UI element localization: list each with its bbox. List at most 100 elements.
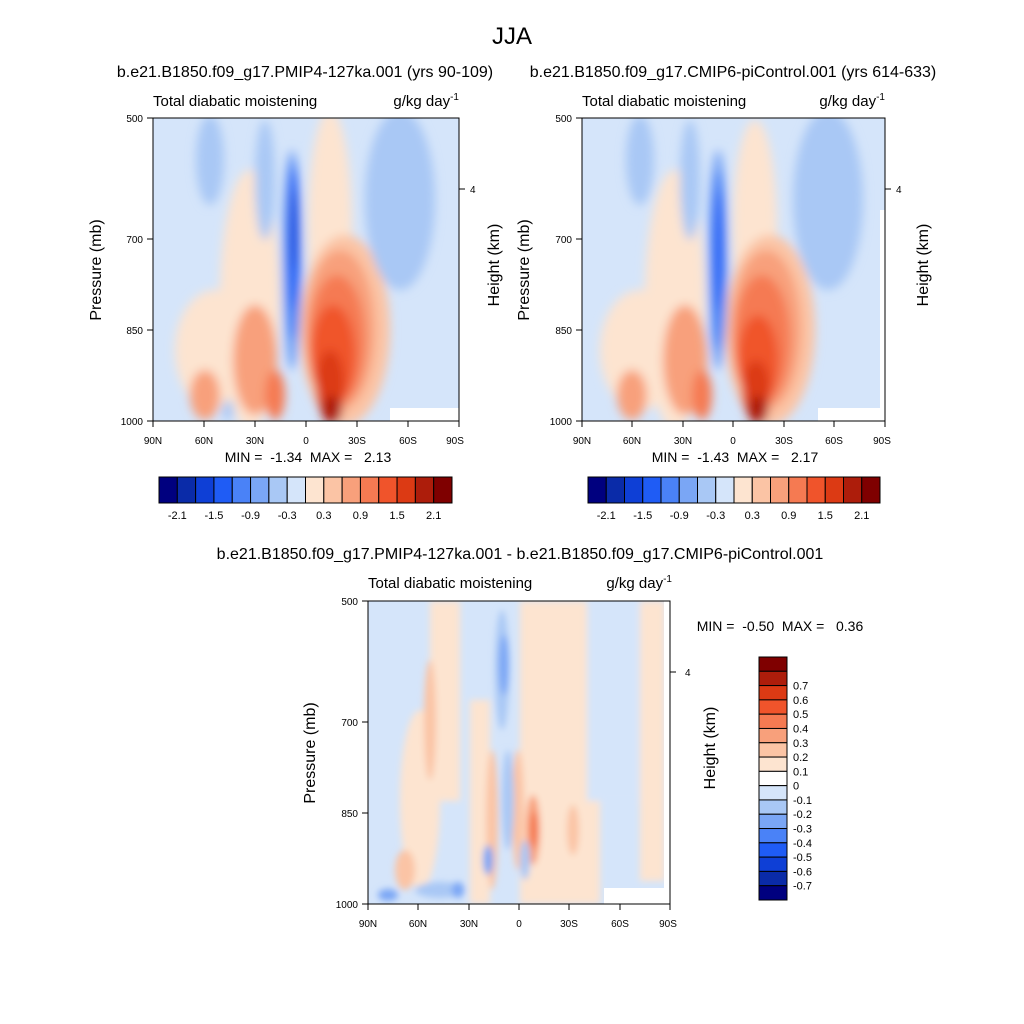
colorbar-label: 0	[793, 781, 799, 793]
panel-1-xtick: 60S	[399, 436, 417, 447]
figure-title: JJA	[492, 23, 532, 50]
panel-2-xtick: 60S	[825, 436, 843, 447]
panel-3-xtick: 0	[516, 919, 522, 930]
colorbar-swatch	[268, 476, 288, 504]
panel-3-title: b.e21.B1850.f09_g17.PMIP4-127ka.001 - b.…	[217, 546, 824, 563]
panel-2-colorbar: -2.1 -1.5 -0.9 -0.3 0.3 0.9 1.5 2.1	[587, 476, 881, 522]
colorbar-swatch	[758, 713, 788, 729]
colorbar-swatch	[286, 476, 306, 504]
panel-3-colorbar: 0.7 0.6 0.5 0.4 0.3 0.2 0.1 0 -0.1 -0.2 -0.3 -0.4 -0…	[758, 656, 812, 901]
panel-1-xtick: 90S	[446, 436, 464, 447]
colorbar-swatch	[751, 476, 771, 504]
panel-3-ylabel-right: Height (km)	[702, 707, 719, 790]
panel-2-xtick: 90N	[573, 436, 591, 447]
panel-1-ytick: 500	[126, 114, 143, 125]
colorbar-swatch	[758, 856, 788, 872]
panel-3-xtick: 30S	[560, 919, 578, 930]
panel-1-axes	[147, 117, 465, 427]
colorbar-swatch	[758, 685, 788, 701]
panel-3-ytick: 700	[341, 718, 358, 729]
panel-2: b.e21.B1850.f09_g17.CMIP6-piControl.001 …	[516, 64, 936, 522]
colorbar-swatch	[396, 476, 416, 504]
colorbar-label: 0.3	[745, 510, 760, 522]
colorbar-label: 1.5	[818, 510, 833, 522]
panel-1-ylabel-right: Height (km)	[486, 224, 503, 307]
colorbar-label: 1.5	[389, 510, 404, 522]
colorbar-label: 0.1	[793, 766, 808, 778]
colorbar-swatch	[758, 885, 788, 901]
colorbar-swatch	[231, 476, 252, 504]
colorbar-label: -0.7	[793, 881, 812, 893]
colorbar-swatch	[843, 476, 863, 504]
panel-2-xtick: 60N	[623, 436, 641, 447]
panel-2-xtick: 30N	[674, 436, 692, 447]
colorbar-label: 0.4	[793, 723, 808, 735]
colorbar-swatch	[758, 785, 788, 801]
panel-1-ytick: 850	[126, 326, 143, 337]
panel-1-colorbar: -2.1 -1.5 -0.9 -0.3 0.3 0.9 1.5 2.1	[158, 476, 453, 522]
colorbar-label: -2.1	[168, 510, 187, 522]
panel-2-xtick: 0	[730, 436, 736, 447]
panel-3-field	[368, 601, 670, 904]
panel-1-ylabel: Pressure (mb)	[88, 219, 105, 320]
colorbar-label: 0.9	[781, 510, 796, 522]
colorbar-label: 0.2	[793, 752, 808, 764]
colorbar-swatch	[213, 476, 233, 504]
colorbar-swatch	[195, 476, 215, 504]
colorbar-label: 0.3	[316, 510, 331, 522]
colorbar-swatch	[824, 476, 844, 504]
colorbar-swatch	[758, 656, 788, 672]
panel-2-xtick: 30S	[775, 436, 793, 447]
colorbar-label: -0.3	[278, 510, 297, 522]
panel-2-ytick: 500	[555, 114, 572, 125]
colorbar-label: -0.5	[793, 852, 812, 864]
panel-3-stats: MIN = -0.50 MAX = 0.36	[697, 618, 864, 634]
colorbar-swatch	[305, 476, 325, 504]
panel-3-ytick: 1000	[336, 900, 359, 911]
panel-1-unit-label: g/kg day-1	[393, 92, 459, 110]
colorbar-swatch	[758, 756, 788, 772]
colorbar-swatch	[806, 476, 826, 504]
panel-3-right-tick: 4	[685, 668, 691, 679]
colorbar-label: -0.3	[793, 824, 812, 836]
colorbar-swatch	[323, 476, 343, 504]
colorbar-swatch	[758, 813, 788, 830]
colorbar-swatch	[697, 476, 717, 504]
panel-1-stats: MIN = -1.34 MAX = 2.13	[225, 449, 392, 465]
panel-1-xtick: 30S	[348, 436, 366, 447]
panel-2-axes	[576, 117, 891, 427]
colorbar-swatch	[642, 476, 662, 504]
panel-3-ylabel: Pressure (mb)	[302, 702, 319, 803]
colorbar-swatch	[359, 476, 380, 504]
colorbar-label: -0.4	[793, 838, 812, 850]
panel-2-field	[582, 118, 885, 421]
panel-2-right-tick: 4	[896, 185, 902, 196]
panel-2-ytick: 700	[555, 235, 572, 246]
colorbar-swatch	[158, 476, 178, 504]
colorbar-label: -0.3	[706, 510, 725, 522]
colorbar-label: -0.2	[793, 809, 812, 821]
panel-1-xtick: 30N	[246, 436, 264, 447]
panel-2-ytick: 1000	[550, 417, 573, 428]
panel-2-title: b.e21.B1850.f09_g17.CMIP6-piControl.001 …	[530, 64, 936, 81]
colorbar-label: -0.1	[793, 795, 812, 807]
colorbar-swatch	[758, 699, 788, 715]
panel-3-ytick: 850	[341, 809, 358, 820]
colorbar-swatch	[715, 476, 735, 504]
panel-1-ytick: 1000	[121, 417, 144, 428]
colorbar-swatch	[861, 476, 881, 504]
colorbar-label: -0.9	[241, 510, 260, 522]
panel-2-ylabel-right: Height (km)	[915, 224, 932, 307]
colorbar-label: 0.5	[793, 709, 808, 721]
panel-2-ytick: 850	[555, 326, 572, 337]
panel-3-xtick: 90N	[359, 919, 377, 930]
colorbar-swatch	[758, 842, 788, 858]
colorbar-swatch	[758, 742, 788, 758]
panel-1-field	[153, 118, 459, 421]
colorbar-swatch	[660, 476, 680, 504]
colorbar-swatch	[624, 476, 644, 504]
colorbar-label: 2.1	[426, 510, 441, 522]
panel-1-xtick: 0	[303, 436, 309, 447]
colorbar-swatch	[341, 476, 361, 504]
